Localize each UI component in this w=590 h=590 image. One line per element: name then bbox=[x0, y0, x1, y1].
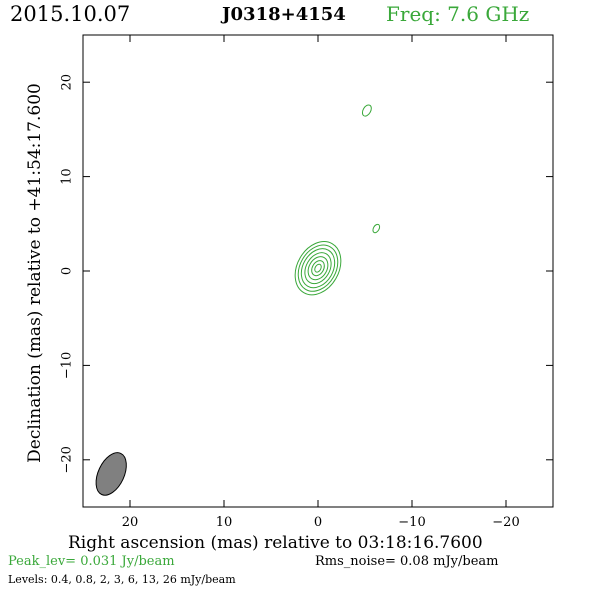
peak-level: Peak_lev= 0.031 Jy/beam bbox=[8, 554, 175, 569]
y-tick-label: 20 bbox=[60, 74, 75, 91]
beam-ellipse bbox=[95, 452, 127, 496]
y-tick-label: −20 bbox=[60, 446, 75, 473]
contour-line bbox=[300, 248, 336, 289]
y-tick-label: −10 bbox=[60, 352, 75, 379]
contour-lines bbox=[294, 104, 381, 296]
x-tick-label: 0 bbox=[314, 515, 322, 530]
plot-frame bbox=[82, 34, 554, 508]
x-tick-label: 20 bbox=[122, 515, 139, 530]
contour-line bbox=[311, 260, 325, 277]
contour-levels: Levels: 0.4, 0.8, 2, 3, 6, 13, 26 mJy/be… bbox=[8, 573, 236, 586]
observation-date: 2015.10.07 bbox=[10, 2, 131, 26]
contour-feature bbox=[372, 223, 381, 234]
contour-line bbox=[314, 263, 322, 273]
beam-shape bbox=[95, 452, 127, 496]
contour-feature bbox=[361, 104, 372, 117]
contour-line bbox=[297, 244, 339, 292]
contour-line bbox=[304, 252, 332, 285]
x-tick-label: −20 bbox=[492, 515, 519, 530]
y-axis-label: Declination (mas) relative to +41:54:17.… bbox=[25, 83, 45, 463]
axis-tick-labels: 20 10 0 −10 −20 20 10 0 −10 −20 bbox=[60, 74, 520, 530]
y-tick-label: 10 bbox=[60, 168, 75, 185]
rms-noise: Rms_noise= 0.08 mJy/beam bbox=[315, 554, 499, 569]
contour-line bbox=[294, 241, 342, 296]
source-name: J0318+4154 bbox=[222, 4, 346, 25]
frequency-label: Freq: 7.6 GHz bbox=[386, 2, 530, 26]
x-tick-label: 10 bbox=[216, 515, 233, 530]
x-axis-label: Right ascension (mas) relative to 03:18:… bbox=[68, 533, 483, 553]
y-tick-label: 0 bbox=[60, 267, 75, 275]
contour-line bbox=[307, 256, 329, 281]
x-tick-label: −10 bbox=[398, 515, 425, 530]
axis-ticks bbox=[83, 35, 553, 507]
